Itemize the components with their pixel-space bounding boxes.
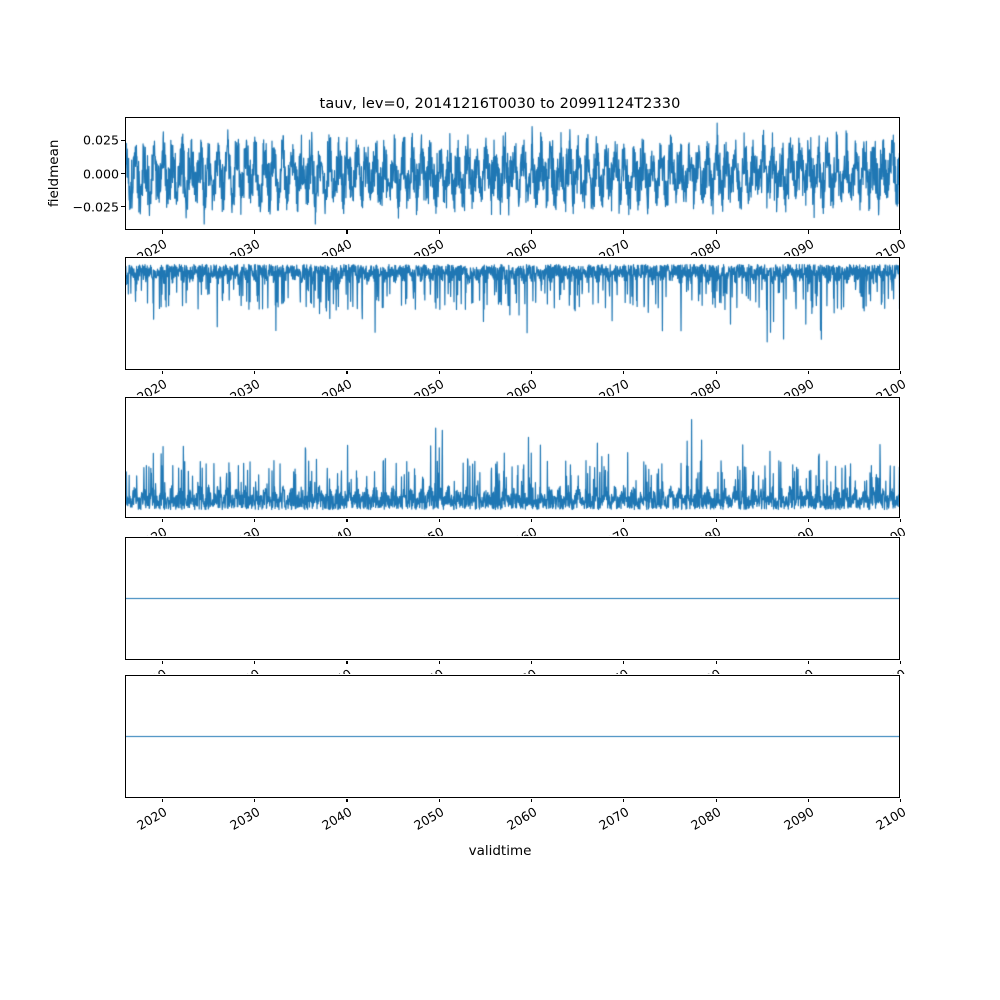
plot-area-fieldmean [125,117,900,230]
x-tick-mark-numnan-4 [531,798,533,802]
y-tick-mark-fieldmean-1 [121,173,125,175]
x-tick-label-numnan-4: 2060 [503,804,540,834]
x-tick-label-numnan-6: 2080 [688,804,724,834]
x-tick-mark-fieldmean-7 [808,230,810,234]
x-tick-mark-fieldmax-4 [531,518,533,522]
x-tick-mark-fieldmean-5 [623,230,625,234]
figure-title: tauv, lev=0, 20141216T0030 to 20991124T2… [319,96,681,112]
y-axis-label-fieldmean: fieldmean [46,139,62,208]
x-tick-label-numnan-0: 2020 [134,804,170,834]
x-tick-mark-fieldmean-3 [438,230,440,234]
x-tick-mark-fieldmax-3 [438,518,440,522]
x-tick-mark-nummasked-8 [900,660,902,664]
subplot-fieldmin [125,257,900,370]
x-tick-mark-nummasked-2 [346,660,348,664]
x-tick-label-numnan-7: 2090 [780,804,817,834]
x-tick-mark-numnan-0 [161,798,163,802]
plot-area-fieldmax [125,397,900,518]
plot-area-nummasked [125,537,900,660]
x-tick-mark-fieldmax-7 [808,518,810,522]
x-tick-label-numnan-3: 2050 [411,804,447,834]
x-tick-mark-fieldmin-4 [531,370,533,374]
subplot-fieldmax [125,397,900,518]
y-tick-label-fieldmean-1: 0.000 [82,166,119,181]
x-tick-label-numnan-1: 2030 [226,804,263,834]
plot-area-fieldmin [125,257,900,370]
x-tick-mark-numnan-3 [438,798,440,802]
x-tick-mark-fieldmean-6 [715,230,717,234]
x-tick-mark-numnan-7 [808,798,810,802]
x-tick-mark-fieldmax-8 [900,518,902,522]
x-tick-mark-fieldmean-8 [900,230,902,234]
x-tick-label-numnan-8: 2100 [873,804,909,834]
x-axis-label: validtime [468,843,532,859]
x-tick-mark-numnan-1 [254,798,256,802]
x-tick-mark-nummasked-0 [161,660,163,664]
y-tick-label-fieldmean-2: −0.025 [72,199,119,215]
subplot-nummasked [125,537,900,660]
x-tick-mark-numnan-2 [346,798,348,802]
x-tick-mark-numnan-6 [715,798,717,802]
x-tick-mark-fieldmin-2 [346,370,348,374]
x-tick-mark-nummasked-7 [808,660,810,664]
x-tick-mark-fieldmax-0 [161,518,163,522]
x-tick-label-numnan-2: 2040 [319,804,355,834]
x-tick-mark-fieldmin-0 [161,370,163,374]
x-tick-mark-nummasked-6 [715,660,717,664]
x-tick-mark-nummasked-1 [254,660,256,664]
x-tick-mark-fieldmin-7 [808,370,810,374]
x-tick-mark-fieldmin-8 [900,370,902,374]
x-tick-mark-fieldmax-6 [715,518,717,522]
x-tick-mark-fieldmean-2 [346,230,348,234]
y-tick-mark-fieldmean-2 [121,206,125,208]
x-tick-mark-fieldmin-1 [254,370,256,374]
y-tick-mark-fieldmean-0 [121,139,125,141]
subplot-fieldmean [125,117,900,230]
x-tick-mark-numnan-5 [623,798,625,802]
x-tick-mark-fieldmax-2 [346,518,348,522]
x-tick-mark-nummasked-5 [623,660,625,664]
x-tick-mark-fieldmax-5 [623,518,625,522]
x-tick-mark-nummasked-3 [438,660,440,664]
x-tick-mark-fieldmin-3 [438,370,440,374]
x-tick-mark-nummasked-4 [531,660,533,664]
y-tick-label-fieldmean-0: 0.025 [82,132,119,148]
x-tick-label-numnan-5: 2070 [596,804,632,834]
x-tick-mark-fieldmax-1 [254,518,256,522]
x-tick-mark-numnan-8 [900,798,902,802]
x-tick-mark-fieldmean-1 [254,230,256,234]
plot-area-numnan [125,675,900,798]
subplot-numnan [125,675,900,798]
x-tick-mark-fieldmin-5 [623,370,625,374]
x-tick-mark-fieldmean-0 [161,230,163,234]
x-tick-mark-fieldmin-6 [715,370,717,374]
x-tick-mark-fieldmean-4 [531,230,533,234]
